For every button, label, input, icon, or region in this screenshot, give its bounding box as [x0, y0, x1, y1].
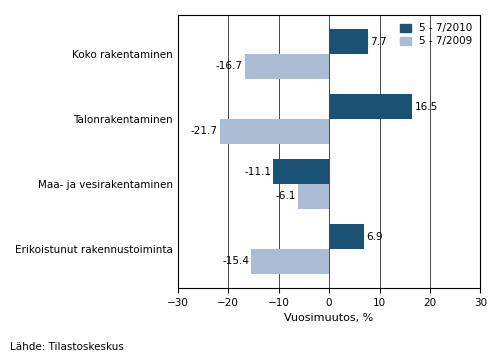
Text: 16.5: 16.5 — [413, 101, 437, 112]
Text: 7.7: 7.7 — [369, 37, 386, 47]
Bar — [251, 249, 329, 274]
Bar — [244, 54, 329, 79]
Bar — [329, 29, 367, 54]
Text: -21.7: -21.7 — [190, 126, 217, 136]
X-axis label: Vuosimuutos, %: Vuosimuutos, % — [284, 313, 373, 323]
Bar — [329, 94, 411, 119]
Text: 6.9: 6.9 — [365, 232, 382, 242]
Text: -11.1: -11.1 — [243, 167, 271, 177]
Text: Lähde: Tilastoskeskus: Lähde: Tilastoskeskus — [10, 342, 124, 352]
Text: -16.7: -16.7 — [215, 61, 242, 71]
Bar — [273, 159, 329, 184]
Bar — [329, 224, 363, 249]
Text: -6.1: -6.1 — [276, 191, 296, 201]
Bar — [298, 184, 329, 209]
Text: -15.4: -15.4 — [222, 256, 249, 266]
Bar — [219, 119, 329, 144]
Legend: 5 - 7/2010, 5 - 7/2009: 5 - 7/2010, 5 - 7/2009 — [396, 20, 474, 49]
